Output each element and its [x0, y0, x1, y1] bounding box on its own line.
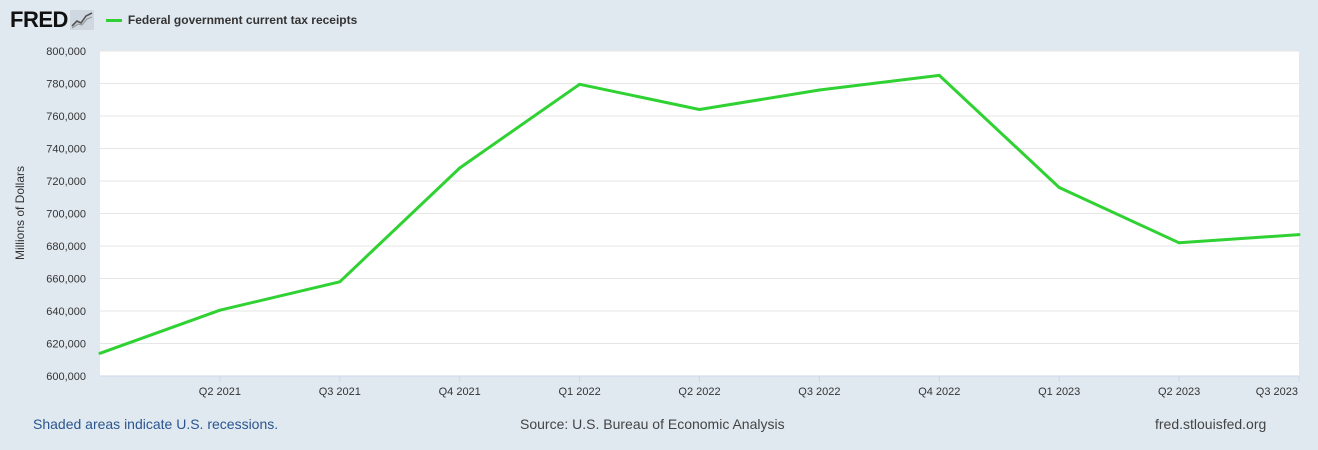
x-axis-ticks: Q2 2021 Q3 2021 Q4 2021 Q1 2022 Q2 2022 Q3 20… [100, 375, 1300, 398]
y-tick-label: 800,000 [46, 46, 86, 58]
x-tick-label: Q2 2022 [678, 386, 720, 398]
x-tick-label: Q3 2023 [1256, 386, 1298, 398]
y-tick-label: 740,000 [46, 144, 86, 156]
x-tick-label: Q1 2022 [558, 386, 600, 398]
y-tick-label: 620,000 [46, 339, 86, 351]
y-tick-label: 720,000 [46, 176, 86, 188]
data-point[interactable] [98, 351, 102, 355]
data-point[interactable] [937, 73, 941, 77]
x-tick-label: Q2 2021 [199, 386, 241, 398]
source-note: Source: U.S. Bureau of Economic Analysis [520, 416, 785, 432]
y-tick-label: 680,000 [46, 241, 86, 253]
data-point[interactable] [1057, 186, 1061, 189]
data-point[interactable] [1177, 241, 1181, 245]
x-tick-label: Q4 2021 [439, 386, 481, 398]
x-tick-label: Q3 2021 [319, 386, 361, 398]
y-tick-label: 600,000 [46, 371, 86, 383]
data-point[interactable] [1297, 233, 1301, 237]
y-axis-label: Millions of Dollars [13, 166, 27, 260]
x-tick-label: Q1 2023 [1038, 386, 1080, 398]
y-axis-ticks: 600,000 620,000 640,000 660,000 680,000 700,0… [46, 46, 86, 383]
legend-swatch [105, 18, 122, 22]
y-tick-label: 640,000 [46, 306, 86, 318]
data-point[interactable] [458, 166, 462, 170]
data-point[interactable] [338, 280, 342, 284]
data-point[interactable] [218, 308, 222, 312]
x-tick-label: Q2 2023 [1158, 386, 1200, 398]
y-tick-label: 780,000 [46, 79, 86, 91]
y-tick-label: 700,000 [46, 209, 86, 221]
chart-legend[interactable]: Federal government current tax receipts [105, 13, 358, 27]
trend-line-icon [69, 10, 94, 30]
header: FRED Federal government current tax rece… [10, 6, 357, 34]
y-tick-label: 760,000 [46, 111, 86, 123]
site-link[interactable]: fred.stlouisfed.org [1155, 416, 1267, 432]
data-series [98, 73, 1301, 355]
recession-note: Shaded areas indicate U.S. recessions. [33, 416, 279, 432]
data-point[interactable] [817, 88, 821, 92]
legend-label: Federal government current tax receipts [127, 13, 358, 27]
y-tick-label: 660,000 [46, 274, 86, 286]
data-point[interactable] [578, 82, 582, 86]
line-chart: 600,000 620,000 640,000 660,000 680,000 700,0… [13, 46, 1301, 398]
fred-logo[interactable]: FRED [10, 7, 68, 32]
data-point[interactable] [698, 108, 701, 111]
x-tick-label: Q4 2022 [918, 386, 960, 398]
x-tick-label: Q3 2022 [798, 386, 840, 398]
